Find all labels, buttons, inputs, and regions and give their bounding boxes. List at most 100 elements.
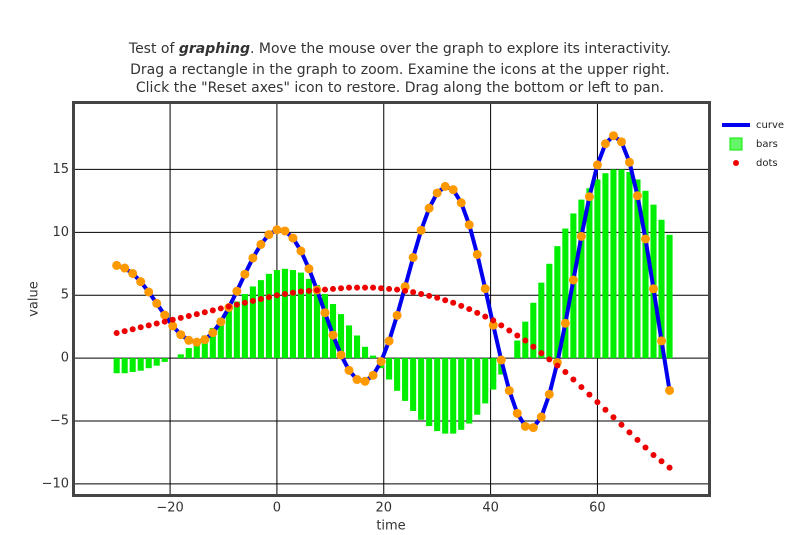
dot: [482, 313, 489, 320]
curve-marker: [336, 350, 346, 360]
x-axis-label: time: [376, 519, 405, 534]
bar: [113, 358, 120, 374]
bar: [602, 173, 609, 359]
dot: [394, 286, 401, 293]
bar: [370, 355, 377, 359]
curve-marker: [488, 320, 498, 330]
dot: [169, 316, 176, 323]
bar: [658, 219, 665, 359]
dot: [562, 368, 569, 375]
dot: [402, 287, 409, 294]
dot: [538, 350, 545, 357]
curve-marker: [288, 233, 298, 243]
bar: [297, 272, 305, 359]
dot: [506, 327, 513, 334]
curve-marker: [208, 328, 218, 338]
dot: [265, 294, 272, 301]
bar: [538, 282, 545, 359]
bar: [337, 314, 345, 359]
curve-marker: [416, 225, 426, 235]
bar: [578, 199, 585, 359]
curve-marker: [248, 253, 258, 263]
curve-marker: [584, 192, 594, 202]
curve-marker: [536, 412, 546, 422]
dot: [642, 444, 649, 451]
dot: [313, 287, 320, 294]
dot: [386, 285, 393, 292]
x-tick-label: 60: [589, 501, 606, 516]
curve-marker: [608, 131, 618, 141]
dot: [354, 284, 361, 291]
curve-marker: [408, 252, 418, 262]
dot: [201, 309, 208, 316]
bar: [321, 293, 329, 359]
bar: [466, 358, 473, 424]
bar: [273, 270, 280, 359]
bar: [458, 358, 465, 430]
legend-swatch: [729, 137, 743, 151]
bar: [201, 335, 208, 359]
dot: [177, 314, 184, 321]
dot: [570, 376, 577, 383]
dot: [193, 311, 200, 318]
dot: [658, 458, 665, 465]
bar: [482, 358, 489, 404]
dot: [378, 285, 385, 292]
dot: [466, 306, 473, 313]
bar: [217, 317, 224, 359]
bar: [233, 301, 240, 359]
dot: [289, 289, 296, 296]
bar: [626, 171, 633, 359]
bar: [145, 358, 152, 369]
curve-marker: [560, 318, 570, 328]
curve-marker: [657, 336, 667, 346]
dot: [602, 406, 609, 413]
dot: [185, 312, 192, 319]
bar: [410, 358, 417, 411]
curve-marker: [512, 408, 522, 418]
y-tick-label: 0: [61, 351, 69, 366]
x-tick-label: 40: [482, 501, 499, 516]
curve-marker: [168, 321, 178, 331]
curve-marker: [264, 230, 274, 240]
dot: [418, 290, 425, 297]
dot: [362, 284, 369, 291]
x-tick-label: 20: [375, 501, 392, 516]
legend-label: dots: [756, 158, 778, 169]
dot: [450, 299, 457, 306]
bar: [634, 179, 641, 359]
curve-marker: [456, 198, 466, 208]
curve-marker: [344, 365, 354, 375]
curve-marker: [232, 286, 242, 296]
dot: [578, 384, 585, 391]
y-tick-label: −5: [50, 414, 69, 429]
bar: [442, 358, 449, 434]
bar: [281, 268, 288, 359]
bar: [225, 310, 232, 359]
dot: [121, 328, 128, 335]
bar: [121, 358, 128, 374]
bar: [362, 346, 369, 359]
curve-marker: [632, 191, 642, 201]
curve-marker: [112, 260, 122, 270]
dot: [129, 326, 136, 333]
bar: [450, 358, 457, 434]
curve-marker: [144, 287, 154, 297]
bar: [209, 327, 216, 359]
curve-marker: [136, 277, 146, 287]
dot: [458, 302, 465, 309]
y-tick-label: 15: [52, 162, 69, 177]
dot: [410, 289, 417, 296]
dot: [442, 297, 449, 304]
curve-marker: [624, 157, 634, 167]
dot: [209, 307, 216, 314]
dot: [281, 290, 288, 297]
bar: [434, 358, 441, 432]
curve-marker: [649, 284, 659, 294]
dot: [321, 286, 328, 293]
y-axis-label: value: [27, 281, 42, 317]
bar: [394, 358, 401, 391]
bar: [666, 234, 673, 359]
curve-marker: [641, 234, 651, 244]
